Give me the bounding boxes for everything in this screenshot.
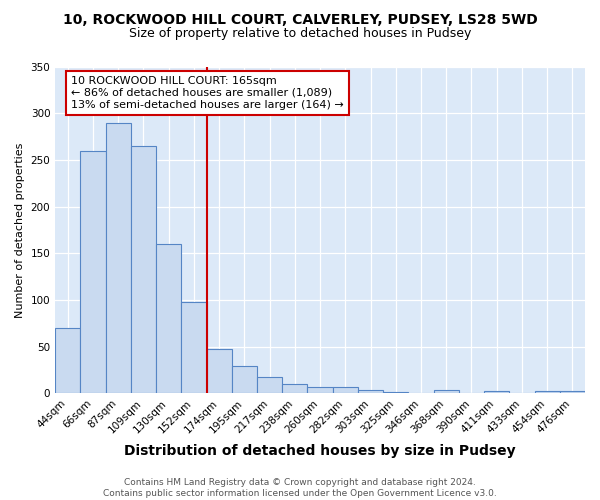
Bar [206, 348, 232, 394]
Bar [307, 387, 332, 394]
Text: 10 ROCKWOOD HILL COURT: 165sqm
← 86% of detached houses are smaller (1,089)
13% : 10 ROCKWOOD HILL COURT: 165sqm ← 86% of … [71, 76, 344, 110]
Bar [156, 244, 181, 394]
Text: Size of property relative to detached houses in Pudsey: Size of property relative to detached ho… [129, 28, 471, 40]
Bar [560, 390, 585, 394]
Bar [55, 328, 80, 394]
Bar [383, 392, 409, 394]
X-axis label: Distribution of detached houses by size in Pudsey: Distribution of detached houses by size … [124, 444, 516, 458]
Bar [535, 390, 560, 394]
Bar [257, 376, 282, 394]
Bar [131, 146, 156, 394]
Bar [282, 384, 307, 394]
Bar [106, 122, 131, 394]
Bar [484, 390, 509, 394]
Y-axis label: Number of detached properties: Number of detached properties [15, 142, 25, 318]
Text: Contains HM Land Registry data © Crown copyright and database right 2024.
Contai: Contains HM Land Registry data © Crown c… [103, 478, 497, 498]
Bar [332, 387, 358, 394]
Bar [434, 390, 459, 394]
Bar [80, 150, 106, 394]
Bar [181, 302, 206, 394]
Text: 10, ROCKWOOD HILL COURT, CALVERLEY, PUDSEY, LS28 5WD: 10, ROCKWOOD HILL COURT, CALVERLEY, PUDS… [62, 12, 538, 26]
Bar [358, 390, 383, 394]
Bar [232, 366, 257, 394]
